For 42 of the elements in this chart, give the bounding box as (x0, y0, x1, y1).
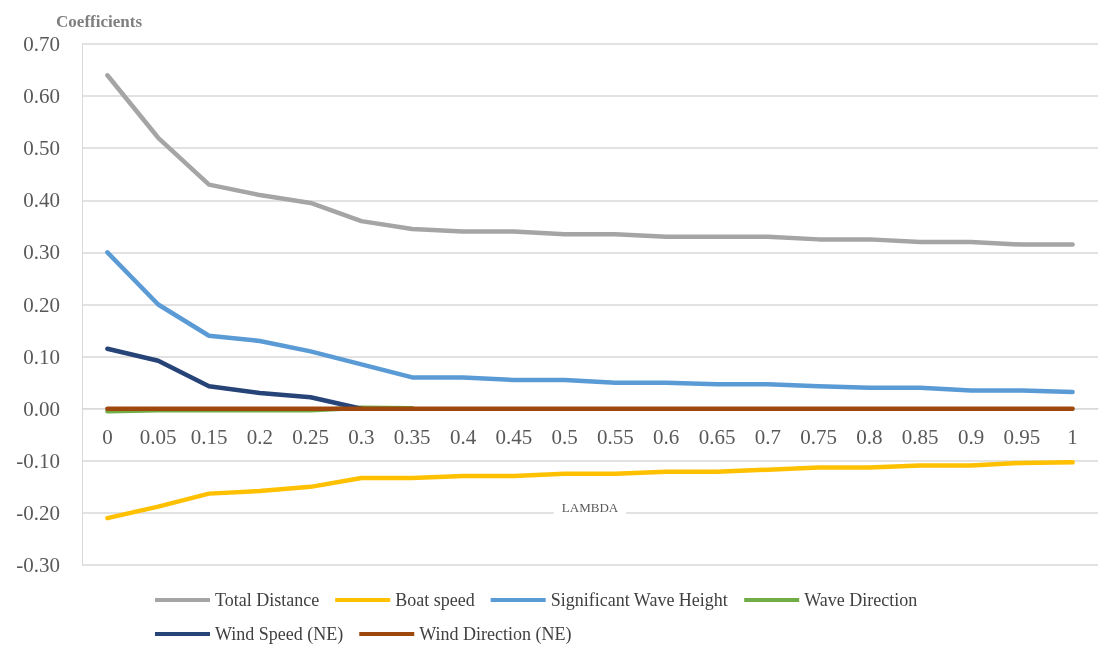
x-tick-label: 0.75 (800, 425, 837, 450)
x-tick-label: 0.7 (754, 425, 781, 450)
y-axis-title: Coefficients (56, 12, 143, 31)
y-tick-label: 0.60 (23, 84, 60, 109)
x-tick-label: 1 (1067, 425, 1078, 450)
legend-label: Total Distance (215, 590, 320, 610)
x-tick-label: 0.6 (653, 425, 680, 450)
x-tick-label: 0.45 (495, 425, 533, 450)
y-tick-label: -0.20 (16, 500, 60, 525)
line-series (105, 460, 1075, 521)
x-tick-label: 0.25 (292, 425, 329, 450)
x-tick-label: 0.95 (1003, 425, 1041, 450)
y-tick-label: -0.10 (16, 448, 60, 473)
x-tick-label: 0.4 (449, 425, 477, 450)
x-tick-label: 0.55 (597, 425, 634, 450)
x-tick-label: 0.15 (190, 425, 228, 450)
x-tick-label: 0.2 (246, 425, 273, 450)
legend-label: Wind Speed (NE) (215, 624, 344, 645)
x-tick-label: 0.85 (901, 425, 939, 450)
x-tick-label: 0.35 (393, 425, 431, 450)
y-tick-label: 0.40 (23, 188, 60, 213)
line-series (105, 250, 1075, 395)
y-tick-label: 0.10 (23, 344, 60, 369)
y-tick-label: 0.30 (23, 240, 60, 265)
legend-label: Significant Wave Height (550, 590, 728, 610)
x-tick-label: 0.65 (698, 425, 736, 450)
x-axis-title: LAMBDA (561, 499, 619, 515)
legend-label: Wind Direction (NE) (419, 624, 572, 645)
legend-label: Wave Direction (804, 590, 918, 610)
y-tick-label: 0.00 (23, 396, 60, 421)
y-tick-label: -0.30 (16, 553, 60, 577)
x-tick-label: 0.05 (139, 425, 177, 450)
x-tick-label: 0.5 (551, 425, 578, 450)
x-tick-label: 0.8 (856, 425, 883, 450)
x-tick-label: 0.3 (348, 425, 375, 450)
y-tick-label: 0.20 (23, 292, 60, 317)
y-tick-label: 0.70 (23, 32, 60, 56)
x-tick-label: 0 (102, 425, 113, 450)
x-tick-label: 0.9 (957, 425, 985, 450)
y-tick-label: 0.50 (23, 136, 60, 161)
legend-label: Boat speed (395, 590, 475, 610)
line-series (105, 73, 1075, 247)
